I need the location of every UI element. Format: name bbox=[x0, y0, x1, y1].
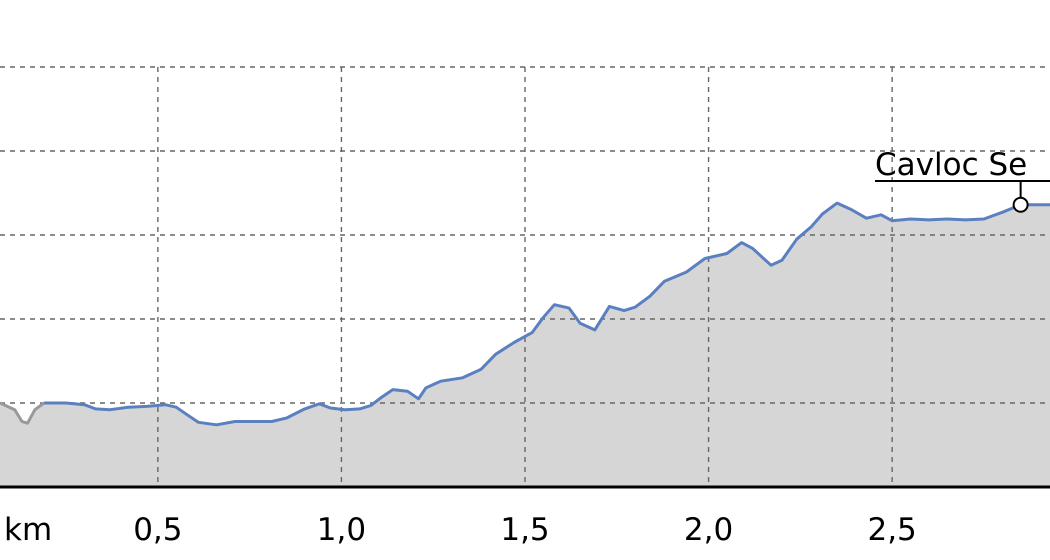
annotation-marker bbox=[1012, 196, 1029, 213]
grid-layer bbox=[0, 66, 1050, 487]
annotation-layer: Cavloc Se bbox=[875, 147, 1050, 213]
tick-label-layer: km 0,5 1,0 1,5 2,0 2,5 bbox=[4, 512, 917, 548]
x-axis-unit-label: km bbox=[4, 512, 52, 548]
elevation-area bbox=[0, 203, 1050, 487]
x-tick-label: 1,5 bbox=[500, 512, 549, 548]
x-tick-label: 0,5 bbox=[133, 512, 182, 548]
x-tick-label: 2,5 bbox=[867, 512, 916, 548]
elevation-line bbox=[44, 201, 1050, 427]
elevation-line-start bbox=[0, 401, 45, 425]
x-tick-label: 1,0 bbox=[317, 512, 366, 548]
elevation-area-layer bbox=[0, 203, 1050, 487]
annotation-label: Cavloc Se bbox=[875, 147, 1027, 183]
elevation-line-layer bbox=[0, 201, 1050, 427]
x-tick-label: 2,0 bbox=[684, 512, 733, 548]
